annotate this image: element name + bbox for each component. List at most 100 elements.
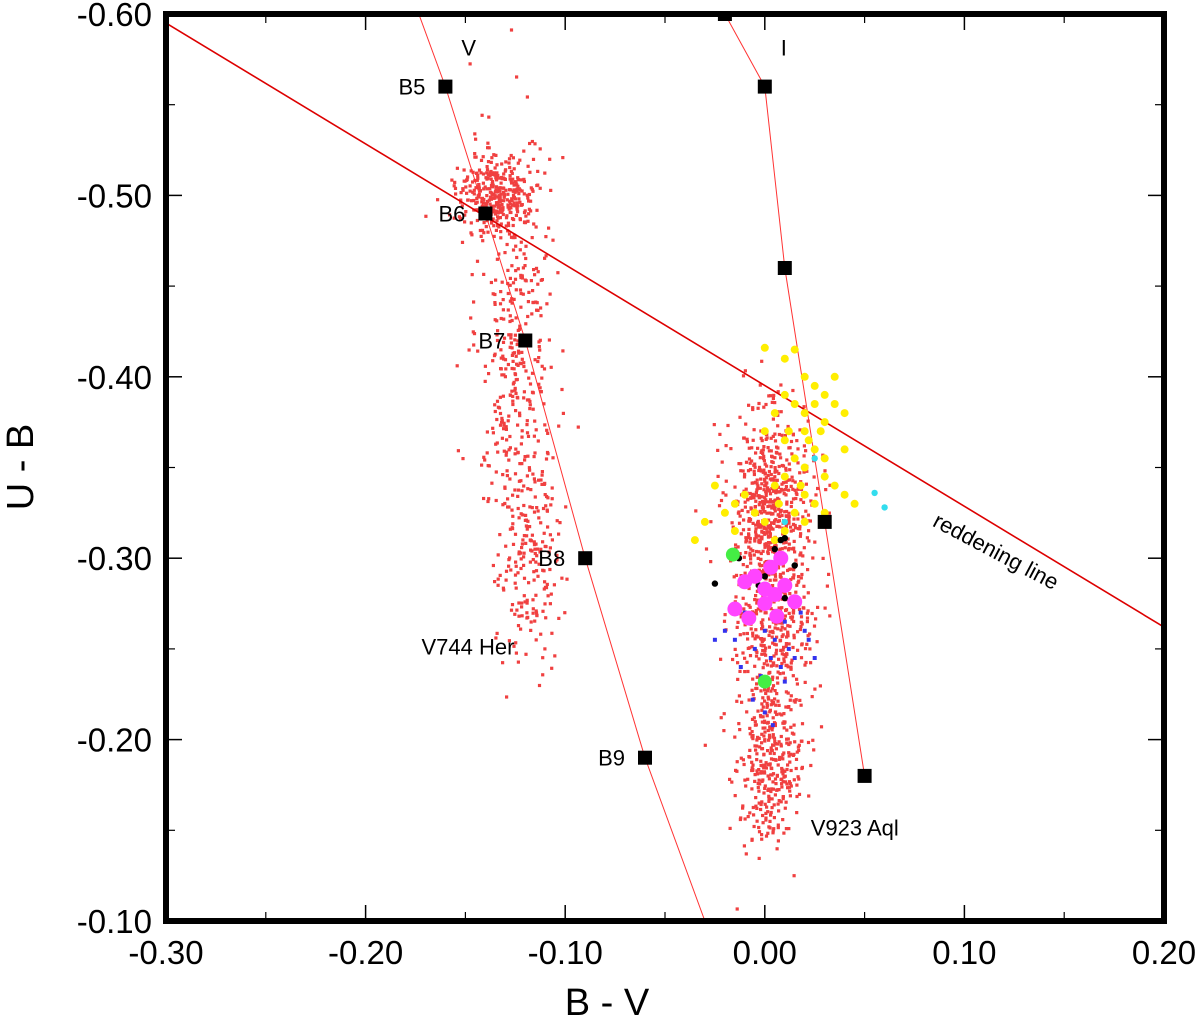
data-point — [803, 546, 806, 549]
data-point — [487, 497, 490, 500]
data-point — [784, 807, 787, 810]
data-point — [773, 816, 776, 819]
data-point — [469, 62, 472, 65]
data-point — [548, 338, 551, 341]
data-point — [520, 442, 523, 445]
data-point — [824, 607, 827, 610]
data-point — [745, 603, 748, 606]
luminosity-class-v-line — [406, 0, 705, 921]
data-point — [778, 712, 781, 715]
data-point — [787, 743, 790, 746]
data-point — [511, 199, 514, 202]
data-point — [731, 521, 734, 524]
data-point — [823, 469, 826, 472]
data-point — [781, 436, 789, 444]
data-point — [751, 509, 759, 517]
data-point — [735, 654, 738, 657]
data-point — [754, 805, 757, 808]
data-point — [803, 454, 806, 457]
x-tick-label: 0.10 — [932, 934, 996, 971]
data-point — [510, 28, 513, 31]
data-point — [805, 436, 813, 444]
data-point — [791, 479, 794, 482]
data-point — [773, 752, 776, 755]
data-point — [766, 714, 769, 717]
data-point — [754, 687, 757, 690]
data-point — [553, 654, 556, 657]
data-point — [754, 796, 757, 799]
data-point — [792, 547, 795, 550]
spectral-type-label-b9: B9 — [598, 746, 625, 771]
data-point — [763, 787, 766, 790]
data-point — [546, 510, 549, 513]
data-point — [785, 642, 788, 645]
data-point — [767, 474, 770, 477]
data-point — [513, 184, 516, 187]
data-point — [758, 782, 761, 785]
data-point — [790, 694, 793, 697]
data-point — [535, 614, 538, 617]
data-point — [499, 302, 502, 305]
data-point — [761, 696, 764, 699]
data-point — [753, 470, 756, 473]
data-point — [760, 482, 763, 485]
data-point — [776, 627, 779, 630]
data-point — [495, 470, 498, 473]
data-point — [504, 170, 507, 173]
data-point — [758, 779, 761, 782]
data-point — [780, 606, 783, 609]
data-point — [800, 643, 803, 646]
data-point — [524, 542, 527, 545]
data-point — [782, 633, 785, 636]
data-point — [501, 281, 504, 284]
data-point — [501, 473, 504, 476]
data-point — [824, 488, 827, 491]
data-point — [789, 568, 792, 571]
data-point — [774, 742, 777, 745]
data-point — [514, 448, 517, 451]
data-point — [785, 738, 788, 741]
data-point — [772, 435, 775, 438]
data-point — [777, 578, 792, 593]
data-point — [486, 430, 489, 433]
data-point — [527, 435, 530, 438]
data-point — [560, 388, 563, 391]
data-point — [751, 408, 754, 411]
data-point — [788, 462, 791, 465]
data-point — [775, 500, 783, 508]
data-point — [544, 616, 547, 619]
data-point — [514, 392, 517, 395]
data-point — [881, 504, 887, 510]
data-point — [760, 437, 763, 440]
data-point — [716, 449, 719, 452]
data-point — [521, 203, 524, 206]
data-point — [806, 617, 809, 620]
data-point — [766, 663, 769, 666]
data-point — [538, 684, 541, 687]
data-point — [812, 748, 815, 751]
data-point — [777, 788, 780, 791]
data-point — [486, 451, 489, 454]
class-i-marker — [778, 261, 792, 275]
data-point — [721, 509, 729, 517]
data-point — [713, 638, 717, 642]
data-point — [471, 273, 474, 276]
data-point — [771, 743, 774, 746]
spectral-type-marker-b9 — [638, 751, 652, 765]
data-point — [756, 484, 759, 487]
data-point — [515, 652, 518, 655]
data-point — [736, 626, 739, 629]
data-point — [763, 720, 766, 723]
data-point — [729, 447, 732, 450]
data-point — [504, 160, 507, 163]
data-point — [741, 509, 744, 512]
x-axis-title: B - V — [565, 982, 650, 1024]
data-point — [740, 532, 743, 535]
data-point — [756, 772, 759, 775]
data-point — [527, 398, 530, 401]
data-point — [517, 624, 520, 627]
data-point — [718, 433, 721, 436]
data-point — [769, 492, 772, 495]
data-point — [787, 751, 790, 754]
data-point — [486, 146, 489, 149]
